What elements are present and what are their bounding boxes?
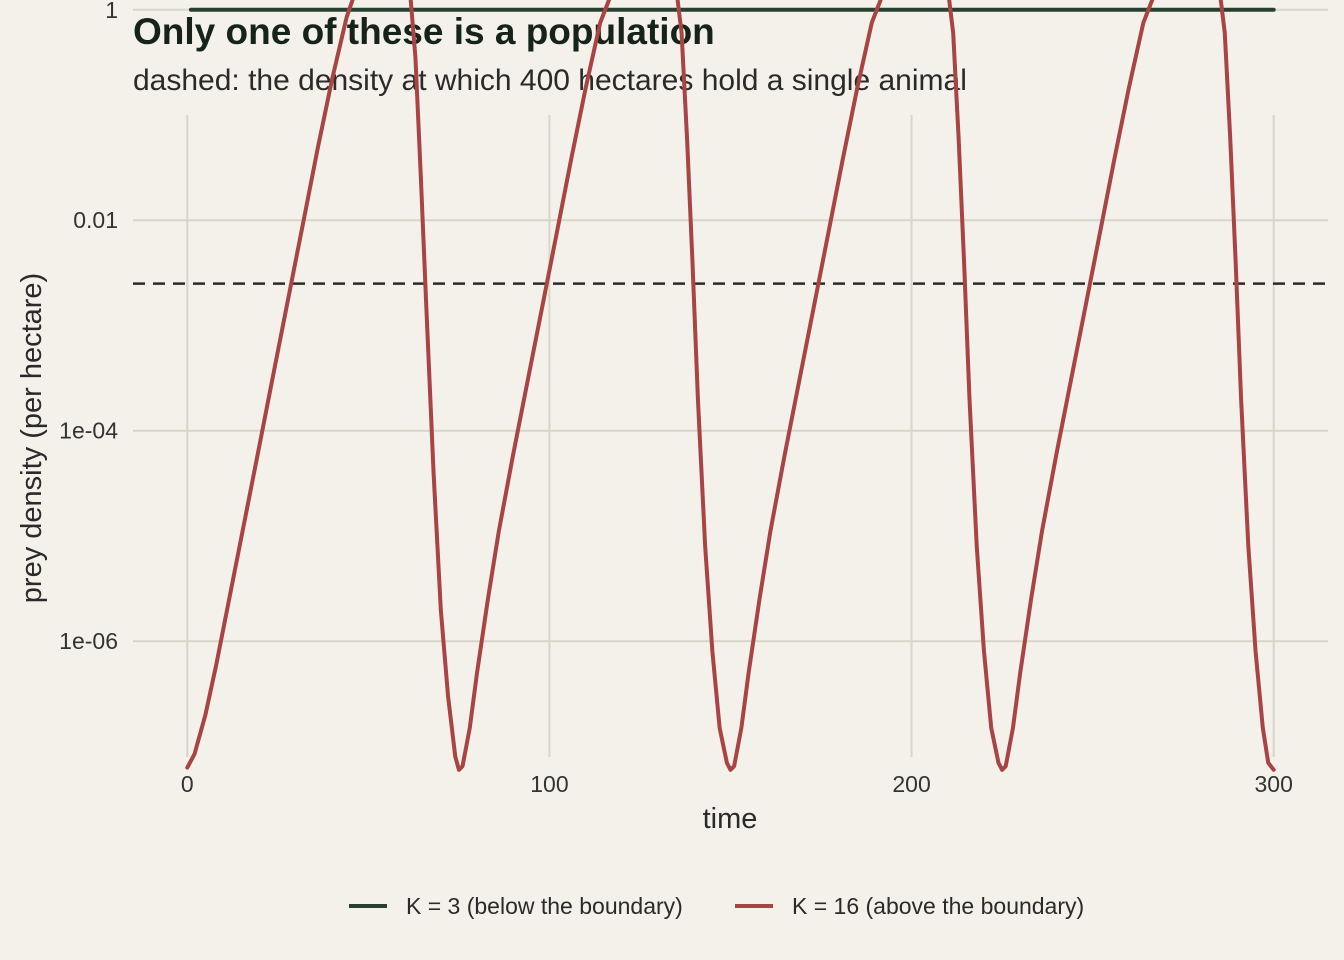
- series-layer: [185, 0, 1276, 772]
- x-tick-labels: 0 100 200 300: [181, 771, 1293, 797]
- legend-label-k16: K = 16 (above the boundary): [792, 893, 1084, 919]
- x-tick-label-2: 200: [892, 771, 930, 797]
- x-axis-title: time: [703, 803, 758, 835]
- x-tick-label-1: 100: [530, 771, 568, 797]
- chart-title: Only one of these is a population: [133, 11, 715, 52]
- chart-subtitle: dashed: the density at which 400 hectare…: [133, 64, 967, 97]
- y-axis-title: prey density (per hectare): [16, 273, 48, 603]
- x-tick-label-0: 0: [181, 771, 194, 797]
- x-gridlines: [186, 115, 1275, 757]
- y-tick-labels: 1e-06 1e-04 0.01 1: [59, 0, 118, 654]
- y-tick-label-0: 1e-06: [59, 628, 118, 654]
- legend-label-k3: K = 3 (below the boundary): [406, 893, 683, 919]
- y-tick-label-3: 1: [105, 0, 118, 23]
- y-tick-label-2: 0.01: [73, 207, 118, 233]
- y-tick-label-1: 1e-04: [59, 418, 118, 444]
- series-line-k16: [185, 0, 1276, 772]
- legend: K = 3 (below the boundary) K = 16 (above…: [349, 893, 1084, 919]
- x-tick-label-3: 300: [1254, 771, 1292, 797]
